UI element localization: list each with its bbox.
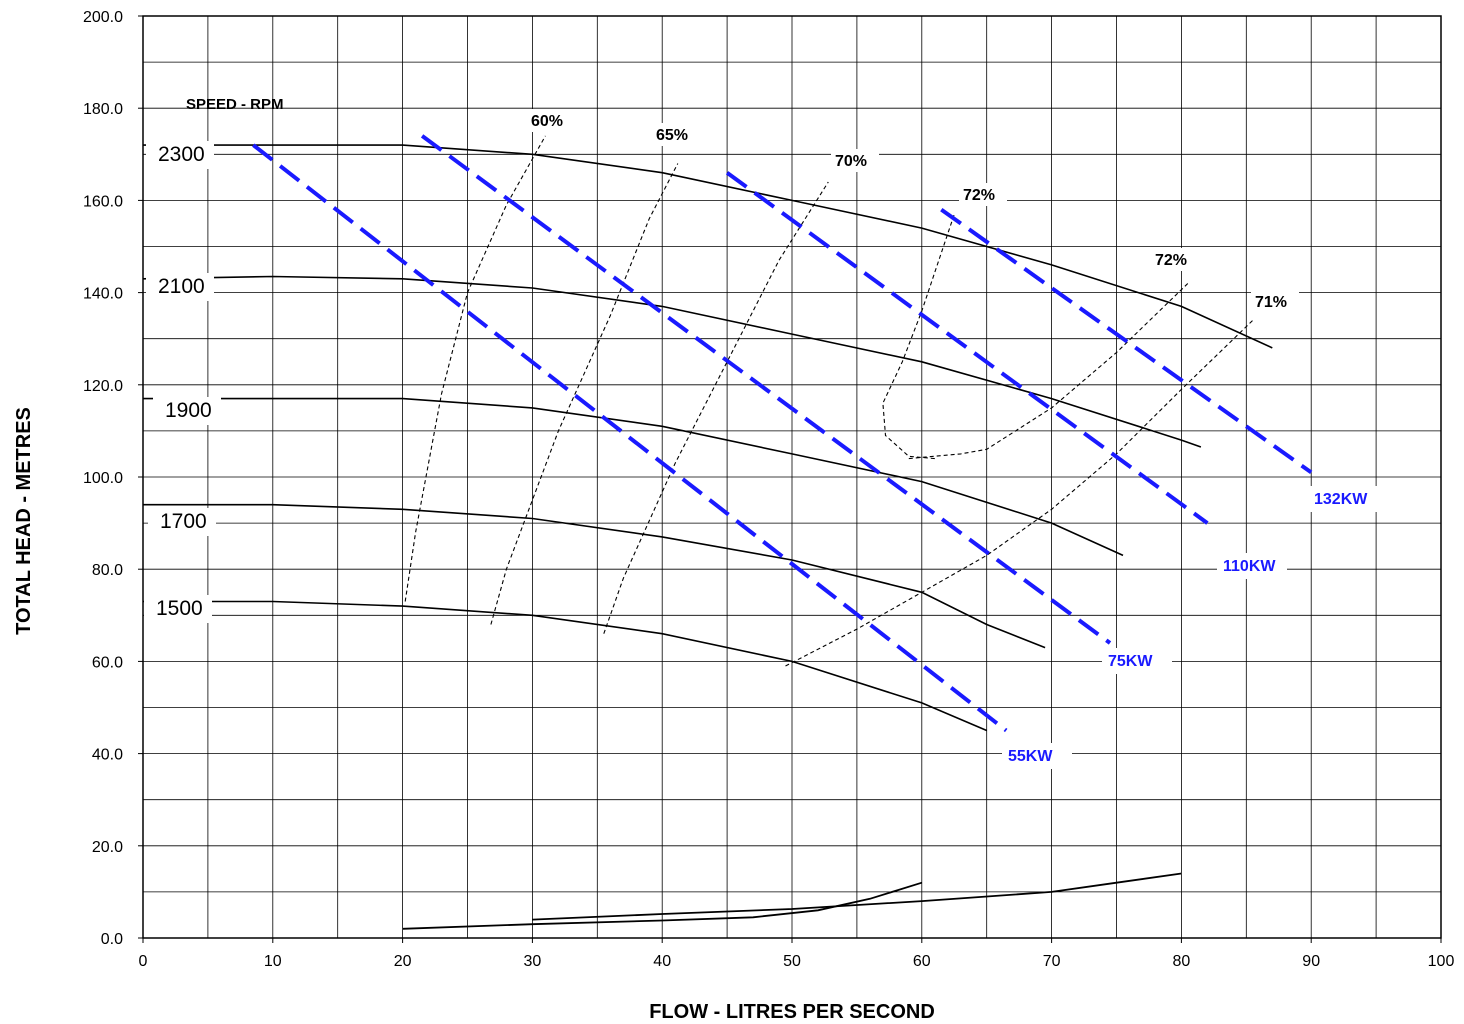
efficiency-curves (404, 135, 1254, 667)
x-tick-labels: 0 10 20 30 40 50 60 70 80 90 100 (139, 938, 1455, 970)
system-curves (402, 872, 1182, 930)
efficiency-label-background (652, 123, 700, 146)
rpm-label-background (153, 397, 221, 425)
rpm-label-background (146, 141, 214, 169)
efficiency-label: 65% (656, 127, 688, 144)
speed-curves (142, 144, 1273, 732)
power-curve (725, 171, 1209, 525)
efficiency-label: 72% (963, 187, 995, 204)
efficiency-label-background (527, 109, 575, 132)
x-tick-label: 90 (1302, 953, 1320, 970)
speed-legend-title: SPEED - RPM (186, 96, 284, 113)
power-label-background (1308, 486, 1378, 512)
power-curves (252, 134, 1313, 733)
efficiency-curve (404, 135, 546, 602)
power-label: 132KW (1314, 491, 1368, 508)
rpm-label-background (148, 508, 216, 536)
efficiency-label: 70% (835, 153, 867, 170)
rpm-label-background (144, 595, 212, 623)
efficiency-label-background (831, 149, 879, 172)
power-label-background (1217, 553, 1287, 579)
x-tick-label: 0 (139, 953, 148, 970)
efficiency-curve (908, 283, 1189, 460)
y-tick-label: 120.0 (83, 378, 123, 395)
efficiency-curve (490, 163, 679, 625)
speed-curve (143, 503, 1046, 649)
x-tick-label: 80 (1173, 953, 1191, 970)
power-label: 55KW (1008, 748, 1053, 765)
efficiency-label-background (1251, 290, 1299, 313)
rpm-label: 2100 (158, 275, 205, 298)
rpm-label: 1900 (165, 399, 212, 422)
curve-labels: 2300 2100 1900 1700 1500 60% 65% 70% 72% 72% 71% 55… (144, 109, 1378, 769)
efficiency-curve (785, 319, 1254, 667)
y-tick-label: 40.0 (92, 747, 123, 764)
x-axis-title: FLOW - LITRES PER SECOND (649, 1001, 935, 1023)
power-label-background (1102, 648, 1172, 674)
efficiency-label-background (959, 183, 1007, 206)
x-tick-label: 100 (1428, 953, 1455, 970)
rpm-label: 1500 (156, 597, 203, 620)
x-tick-label: 10 (264, 953, 282, 970)
y-axis-title: TOTAL HEAD - METRES (13, 407, 35, 635)
y-tick-label: 20.0 (92, 839, 123, 856)
system-curve (532, 872, 1182, 921)
y-tick-labels: 0.0 20.0 40.0 60.0 80.0 100.0 120.0 140.0 160.0 1… (83, 9, 143, 948)
y-tick-label: 80.0 (92, 562, 123, 579)
power-label: 110KW (1223, 558, 1276, 575)
y-tick-label: 140.0 (83, 286, 123, 303)
y-tick-label: 160.0 (83, 193, 123, 210)
rpm-label-background (146, 273, 214, 301)
efficiency-label: 60% (531, 113, 563, 130)
power-label: 75KW (1108, 653, 1153, 670)
efficiency-curve (882, 214, 955, 460)
power-label-background (1002, 743, 1072, 769)
power-curve (420, 134, 1112, 645)
x-tick-label: 70 (1043, 953, 1061, 970)
rpm-label: 1700 (160, 510, 207, 533)
y-tick-label: 200.0 (83, 9, 123, 26)
speed-curve (142, 275, 1202, 448)
x-tick-label: 40 (653, 953, 671, 970)
efficiency-label: 71% (1255, 294, 1287, 311)
y-tick-label: 0.0 (101, 931, 123, 948)
efficiency-curve (603, 181, 829, 634)
x-tick-label: 30 (524, 953, 542, 970)
power-curve (940, 207, 1313, 475)
speed-curve (143, 600, 988, 732)
efficiency-label: 72% (1155, 252, 1187, 269)
plot-frame (142, 15, 1442, 939)
power-curve (252, 143, 1008, 733)
y-tick-label: 100.0 (83, 470, 123, 487)
rpm-label: 2300 (158, 143, 205, 166)
x-tick-label: 20 (394, 953, 412, 970)
speed-curve (143, 144, 1273, 349)
y-tick-label: 180.0 (83, 101, 123, 118)
efficiency-label-background (1151, 248, 1199, 271)
system-curve (402, 881, 923, 930)
speed-curve (143, 397, 1124, 557)
y-tick-label: 60.0 (92, 654, 123, 671)
x-tick-label: 50 (783, 953, 801, 970)
grid-lines (143, 16, 1441, 938)
x-tick-label: 60 (913, 953, 931, 970)
